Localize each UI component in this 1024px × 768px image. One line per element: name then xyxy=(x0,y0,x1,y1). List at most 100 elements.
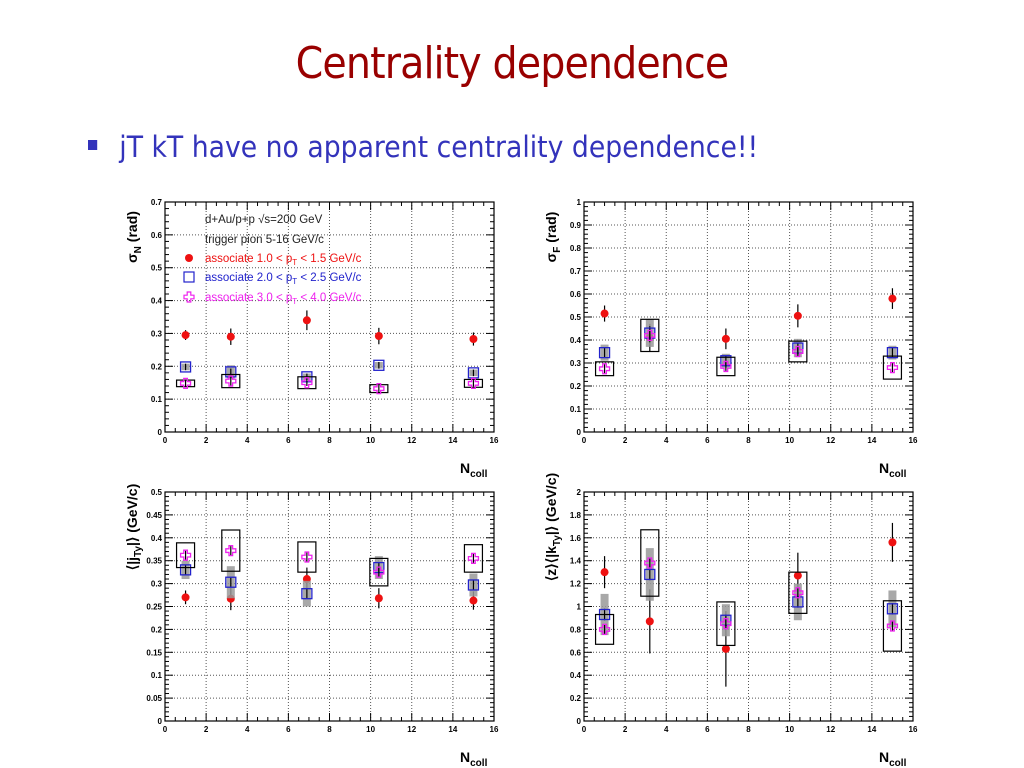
x-axis-label: Ncoll xyxy=(460,749,488,768)
y-tick-label: 0.2 xyxy=(151,625,163,634)
y-tick-label: 0.6 xyxy=(151,231,163,240)
blue-square-point xyxy=(179,564,192,576)
plot-sigma-n: 0 2 4 6 8 10 12 14 16 0 0.1 0.2 0.3 0.4 0.5 0.6 0.7 Ncoll… xyxy=(124,198,499,480)
blue-square-point xyxy=(179,361,192,373)
sys-box xyxy=(369,384,389,394)
y-tick-label: 0.4 xyxy=(151,297,163,306)
y-tick-label: 0 xyxy=(158,428,163,437)
y-tick-label: 0.8 xyxy=(570,625,582,634)
sys-box xyxy=(594,613,615,645)
sys-box xyxy=(640,318,660,353)
plot-jt: 0 2 4 6 8 10 12 14 16 0 0.05 0.1 0.15 0.2 0.25 0.3 0.35 0… xyxy=(124,484,499,768)
series-3 xyxy=(594,529,903,652)
sys-box xyxy=(716,601,736,647)
sys-box xyxy=(788,340,808,363)
x-tick-label: 16 xyxy=(490,725,499,734)
y-tick-label: 0.15 xyxy=(146,648,162,657)
blue-square-point xyxy=(225,576,237,588)
sys-box xyxy=(297,541,317,573)
red-circle-point xyxy=(600,568,609,577)
y-tick-label: 0.45 xyxy=(146,511,162,520)
red-circle-point xyxy=(181,593,190,602)
red-circle-point xyxy=(721,334,730,343)
magenta-cross-point xyxy=(467,552,480,565)
series-1 xyxy=(181,310,478,346)
magenta-cross-point xyxy=(720,360,732,373)
y-tick-label: 1.8 xyxy=(570,511,582,520)
magenta-cross-point xyxy=(598,623,611,636)
y-tick-label: 0.5 xyxy=(570,313,582,322)
y-axis-label: σN (rad) xyxy=(124,211,144,263)
y-axis-label: ⟨z⟩⟨|kTy|⟩ (GeV/c) xyxy=(543,473,563,581)
series-2 xyxy=(179,359,480,383)
y-tick-label: 1 xyxy=(577,198,582,207)
x-tick-label: 0 xyxy=(163,725,168,734)
red-circle-point xyxy=(302,316,311,325)
sys-box xyxy=(297,376,317,390)
x-tick-label: 14 xyxy=(448,725,457,734)
magenta-cross-point xyxy=(373,566,385,578)
magenta-cross-point xyxy=(644,557,656,569)
sys-box xyxy=(369,557,389,587)
legend-entry-label: associate 2.0 < pT < 2.5 GeV/c xyxy=(205,272,362,286)
blue-square-point xyxy=(373,359,385,371)
y-tick-label: 0.3 xyxy=(151,329,163,338)
y-tick-label: 0.8 xyxy=(570,244,582,253)
y-tick-label: 0 xyxy=(158,717,163,726)
sys-box xyxy=(463,378,484,388)
legend-marker-circle xyxy=(185,254,193,262)
y-tick-label: 0.5 xyxy=(151,488,163,497)
y-tick-label: 2 xyxy=(577,488,582,497)
red-circle-point xyxy=(469,335,478,344)
x-tick-label: 10 xyxy=(366,436,375,445)
x-tick-label: 14 xyxy=(867,436,876,445)
x-tick-label: 14 xyxy=(448,436,457,445)
blue-square-point xyxy=(644,568,656,581)
magenta-cross-point xyxy=(886,361,899,374)
blue-square-point xyxy=(301,588,313,600)
slide-title: Centrality dependence xyxy=(295,38,730,89)
x-axis-label: Ncoll xyxy=(879,749,907,768)
y-tick-label: 1.6 xyxy=(570,534,582,543)
legend: d+Au/p+p √s=200 GeV trigger pion 5-16 Ge… xyxy=(183,213,362,306)
sys-box xyxy=(716,356,736,377)
y-tick-label: 0 xyxy=(577,428,582,437)
plot-sigma-f: 0 2 4 6 8 10 12 14 16 0 0.1 0.2 0.3 0.4 0.5 0.6 0.7 0.8 0.… xyxy=(543,198,918,480)
x-axis-label: Ncoll xyxy=(460,460,488,480)
series-3 xyxy=(175,373,484,395)
magenta-cross-point xyxy=(301,377,313,389)
sys-box xyxy=(175,542,196,569)
x-tick-label: 6 xyxy=(705,725,710,734)
bullet-square-icon xyxy=(88,140,98,150)
y-tick-label: 1 xyxy=(577,603,582,612)
y-tick-label: 0.4 xyxy=(151,534,163,543)
magenta-cross-point xyxy=(179,377,192,390)
red-circle-point xyxy=(888,538,897,547)
red-circle-point xyxy=(469,596,478,605)
x-tick-label: 8 xyxy=(746,725,751,734)
red-circle-point xyxy=(888,294,897,303)
red-circle-point xyxy=(645,617,654,626)
legend-entry-label: associate 3.0 < pT < 4.0 GeV/c xyxy=(205,292,362,306)
sys-box xyxy=(221,373,241,389)
y-tick-label: 0.2 xyxy=(570,694,582,703)
magenta-cross-point xyxy=(644,329,656,342)
y-tick-label: 0.7 xyxy=(151,198,163,207)
y-tick-label: 0.3 xyxy=(570,359,582,368)
y-tick-label: 0.25 xyxy=(146,603,162,612)
magenta-cross-point xyxy=(886,620,899,632)
x-tick-label: 4 xyxy=(664,725,669,734)
x-tick-label: 6 xyxy=(286,436,291,445)
sys-box xyxy=(594,361,615,377)
y-axis-label: ⟨|jTy|⟩ (GeV/c) xyxy=(124,484,144,571)
sys-box xyxy=(882,600,903,652)
red-circle-point xyxy=(793,311,802,320)
legend-line-1: d+Au/p+p √s=200 GeV xyxy=(205,213,323,226)
y-tick-label: 1.4 xyxy=(570,557,582,566)
series-3 xyxy=(594,318,903,380)
y-tick-label: 0.9 xyxy=(570,221,582,230)
y-axis-label: σF (rad) xyxy=(543,212,563,263)
x-tick-label: 12 xyxy=(407,725,416,734)
y-tick-label: 0.3 xyxy=(151,580,163,589)
y-tick-label: 0.7 xyxy=(570,267,582,276)
